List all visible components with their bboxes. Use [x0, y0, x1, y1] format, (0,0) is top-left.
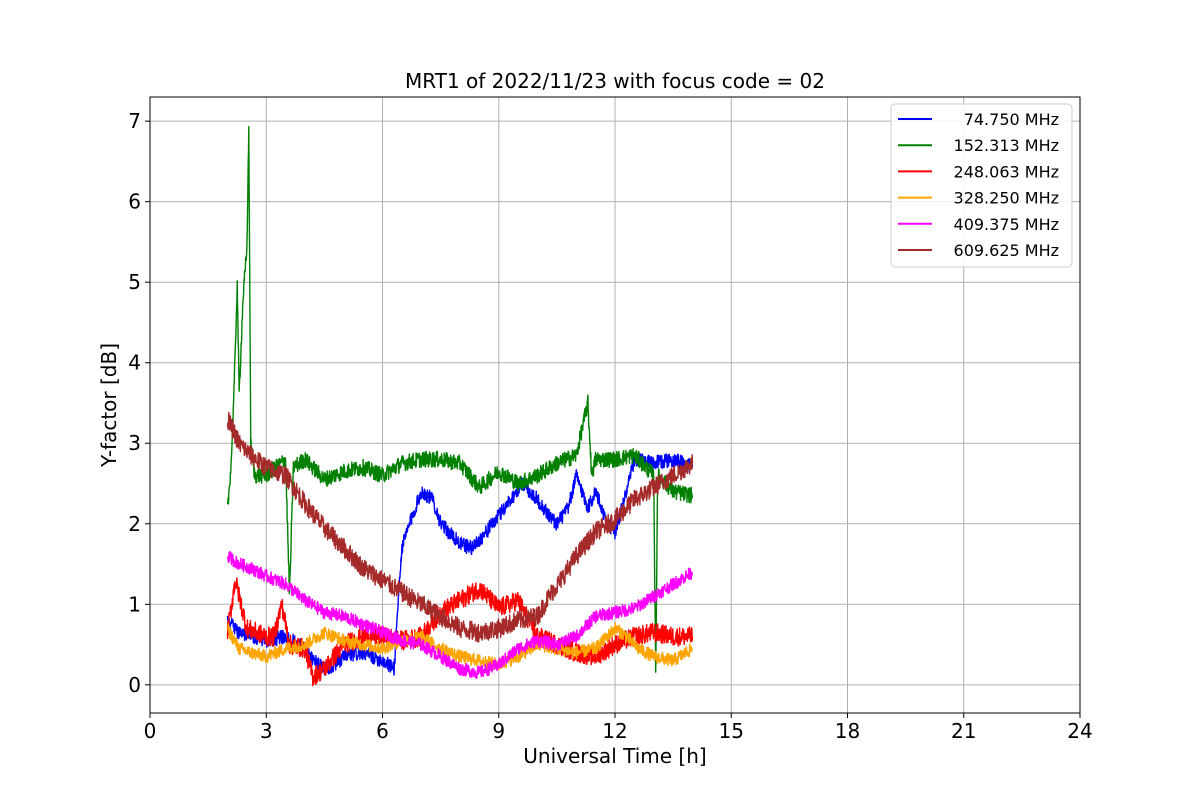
- x-tick-label: 24: [1067, 719, 1092, 743]
- legend-label: 248.063 MHz: [954, 162, 1059, 181]
- x-tick-label: 12: [602, 719, 627, 743]
- legend-label: 328.250 MHz: [954, 189, 1059, 208]
- x-axis-ticks: 0 3 6 9 12 15 18 21 24: [144, 713, 1093, 743]
- y-tick-label: 2: [128, 512, 141, 536]
- x-tick-label: 15: [719, 719, 744, 743]
- x-tick-label: 18: [835, 719, 860, 743]
- x-tick-label: 21: [951, 719, 976, 743]
- legend-box: [890, 103, 1073, 268]
- chart-title: MRT1 of 2022/11/23 with focus code = 02: [405, 69, 825, 93]
- y-tick-label: 6: [128, 190, 141, 214]
- y-tick-label: 0: [128, 673, 141, 697]
- y-axis-label: Y-factor [dB]: [97, 343, 121, 468]
- y-tick-label: 4: [128, 351, 141, 375]
- legend-label: 609.625 MHz: [954, 241, 1059, 260]
- x-tick-label: 6: [376, 719, 389, 743]
- legend-label: 152.313 MHz: [954, 136, 1059, 155]
- legend-label: 74.750 MHz: [964, 110, 1059, 129]
- series-line-1: [226, 125, 694, 673]
- series-line-4: [226, 550, 693, 679]
- y-tick-label: 1: [128, 592, 141, 616]
- legend: 74.750 MHz 152.313 MHz 248.063 MHz 328.250 …: [890, 103, 1073, 268]
- y-tick-label: 7: [128, 109, 141, 133]
- series-lines: [226, 125, 694, 687]
- legend-label: 409.375 MHz: [954, 215, 1059, 234]
- x-axis-label: Universal Time [h]: [523, 744, 706, 768]
- x-tick-label: 9: [492, 719, 505, 743]
- y-tick-label: 5: [128, 270, 141, 294]
- series-line-5: [226, 411, 694, 643]
- x-tick-label: 3: [260, 719, 273, 743]
- x-tick-label: 0: [144, 719, 157, 743]
- series-line-3: [227, 622, 694, 671]
- y-tick-label: 3: [128, 431, 141, 455]
- y-axis-ticks: 0 1 2 3 4 5 6 7: [128, 109, 150, 697]
